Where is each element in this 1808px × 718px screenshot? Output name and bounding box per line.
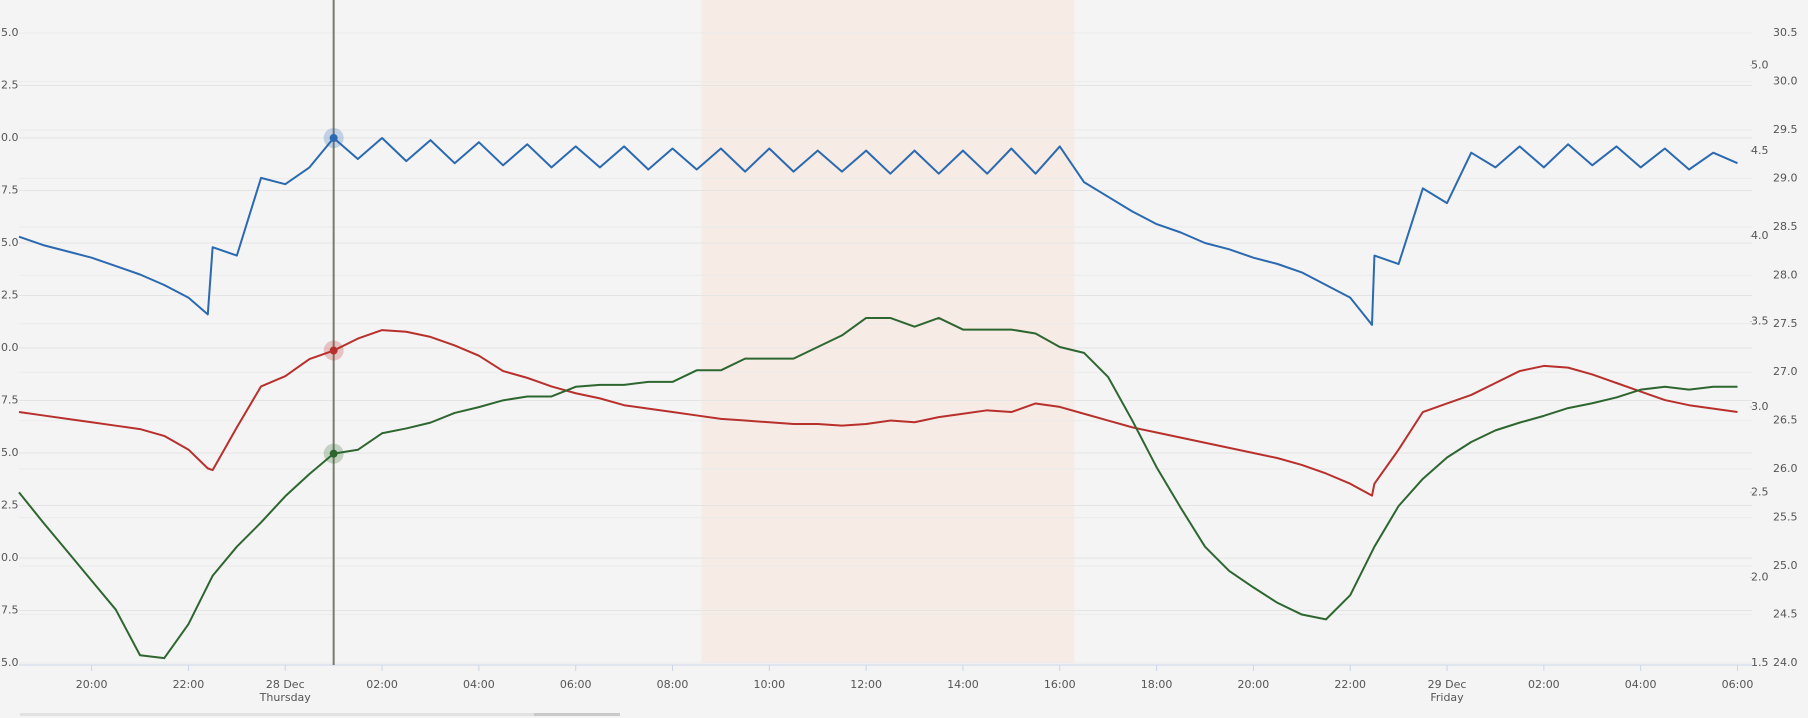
- y3-tick-label: 24.0: [1773, 656, 1798, 669]
- x-tick-label: 16:00: [1044, 678, 1076, 691]
- y-tick-label: 5.0: [1, 26, 19, 39]
- y-tick-label: 2.5: [1, 79, 19, 92]
- x-tick-label: 14:00: [947, 678, 979, 691]
- y2-tick-label: 1.5: [1751, 656, 1769, 669]
- y2-tick-label: 3.0: [1751, 400, 1769, 413]
- band-layer: [701, 0, 1075, 663]
- y-tick-label: 7.5: [1, 184, 19, 197]
- y3-tick-label: 30.0: [1773, 74, 1798, 87]
- x-sublabel: Thursday: [259, 691, 312, 704]
- series-line: [18, 137, 1738, 326]
- y2-tick-label: 3.5: [1751, 315, 1769, 328]
- y2-tick-label: 5.0: [1751, 58, 1769, 71]
- hover-marker: [329, 449, 338, 458]
- scrollbar-thumb[interactable]: [534, 713, 620, 716]
- y2-tick-label: 4.5: [1751, 144, 1769, 157]
- y3-tick-label: 28.5: [1773, 220, 1798, 233]
- x-tick-label: 20:00: [76, 678, 108, 691]
- y3-tick-label: 25.0: [1773, 559, 1798, 572]
- x-tick-label: 10:00: [753, 678, 785, 691]
- x-tick-label: 12:00: [850, 678, 882, 691]
- x-tick-label: 08:00: [657, 678, 689, 691]
- y3-tick-label: 26.5: [1773, 414, 1798, 427]
- y3-tick-label: 26.0: [1773, 462, 1798, 475]
- y-tick-label: 5.0: [1, 236, 19, 249]
- hover-marker: [329, 134, 338, 142]
- x-tick-label: 06:00: [560, 678, 592, 691]
- y-tick-label: 5.0: [1, 446, 19, 459]
- y-tick-label: 0.0: [1, 341, 19, 354]
- x-tick-label: 02:00: [366, 678, 398, 691]
- x-sublabel: Friday: [1430, 691, 1464, 704]
- x-tick-label: 22:00: [173, 678, 205, 691]
- y-tick-label: 2.5: [1, 289, 19, 302]
- x-tick-label: 28 Dec: [266, 678, 305, 691]
- y3-tick-label: 25.5: [1773, 511, 1798, 524]
- y3-tick-label: 29.0: [1773, 171, 1798, 184]
- x-tick-label: 29 Dec: [1428, 678, 1467, 691]
- hover-marker: [329, 346, 338, 355]
- y-tick-label: 2.5: [1, 499, 19, 512]
- x-tick-label: 22:00: [1334, 678, 1366, 691]
- series-line: [18, 329, 1738, 497]
- x-tick-label: 02:00: [1528, 678, 1560, 691]
- x-tick-label: 04:00: [1625, 678, 1657, 691]
- y3-tick-label: 27.5: [1773, 317, 1798, 330]
- y-tick-label: 7.5: [1, 604, 19, 617]
- y-tick-label: 5.0: [1, 656, 19, 669]
- y-tick-label: 0.0: [1, 551, 19, 564]
- x-tick-label: 04:00: [463, 678, 495, 691]
- y-tick-label: 0.0: [1, 131, 19, 144]
- series-line: [18, 316, 1738, 660]
- series-layer: [18, 137, 1738, 660]
- y3-tick-label: 30.5: [1773, 26, 1798, 39]
- y2-tick-label: 4.0: [1751, 229, 1769, 242]
- scrollbar-track[interactable]: [20, 713, 620, 716]
- x-tick-label: 06:00: [1722, 678, 1754, 691]
- plot-band: [701, 0, 1075, 663]
- overlay-layer: [323, 0, 344, 665]
- x-tick-label: 20:00: [1238, 678, 1270, 691]
- y3-tick-label: 28.0: [1773, 268, 1798, 281]
- grid-layer: 5.0 2.5 0.0 7.5 5.0 2.5 0.0 7.5 5.0 2.5 0.0 7.5 5.0 1…: [1, 26, 1798, 704]
- y3-tick-label: 24.5: [1773, 608, 1798, 621]
- y2-tick-label: 2.5: [1751, 485, 1769, 498]
- y-tick-label: 7.5: [1, 394, 19, 407]
- x-tick-label: 18:00: [1141, 678, 1173, 691]
- y2-tick-label: 2.0: [1751, 571, 1769, 584]
- y3-tick-label: 27.0: [1773, 365, 1798, 378]
- y3-tick-label: 29.5: [1773, 123, 1798, 136]
